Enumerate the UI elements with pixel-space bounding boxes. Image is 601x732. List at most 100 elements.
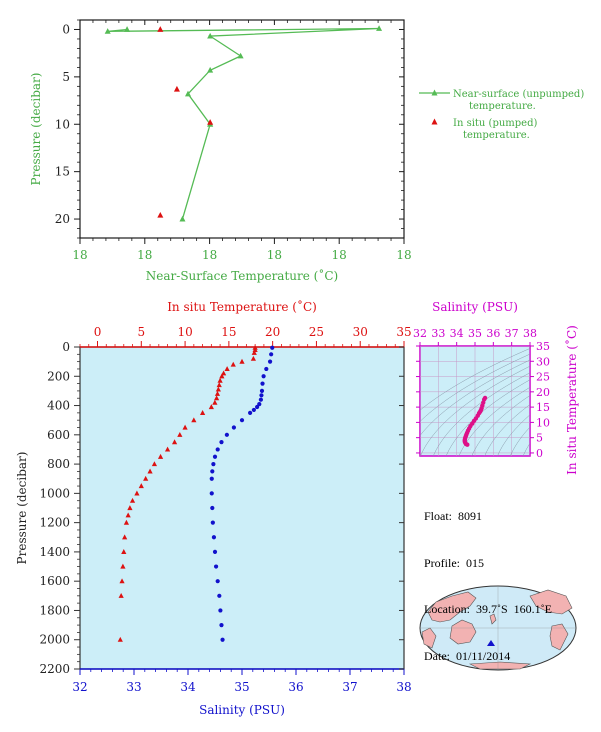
temperature-point	[230, 361, 236, 367]
top-y-tick-label: 10	[55, 117, 70, 131]
temperature-tick-label: 25	[309, 325, 324, 339]
temperature-point	[214, 395, 220, 401]
float-location-marker	[487, 640, 495, 646]
ts-density-contour	[497, 414, 530, 456]
salinity-tick-label: 38	[396, 680, 411, 694]
salinity-point	[209, 491, 214, 496]
land-south-america	[549, 623, 569, 651]
ts-series	[462, 395, 488, 447]
salinity-point	[270, 345, 275, 350]
ts-density-contour	[420, 365, 530, 456]
temperature-tick-label: 5	[137, 325, 145, 339]
ts-salinity-tick-label: 36	[486, 327, 500, 340]
location-label: Location:	[424, 602, 470, 616]
ts-salinity-label: Salinity (PSU)	[432, 300, 518, 314]
float-row: Float: 8091	[424, 509, 552, 525]
temperature-ticks: 0 5 10 15 20 25 30 35	[79, 325, 412, 347]
salinity-point	[211, 461, 216, 467]
temperature-point	[171, 439, 178, 445]
pressure-tick-label: 200	[47, 369, 70, 383]
temperature-point	[224, 366, 230, 372]
salinity-point	[212, 549, 218, 555]
date-value: 01/11/2014	[456, 648, 511, 663]
temperature-point	[134, 490, 140, 496]
top-legend: Near-surface (unpumped) temperature. In …	[419, 89, 584, 141]
ts-density-contour	[420, 353, 530, 422]
temperature-point	[127, 505, 133, 511]
top-x-tick-label: 18	[137, 248, 152, 262]
map-land	[421, 589, 573, 670]
ts-density-contour	[420, 359, 530, 437]
in-situ-point	[173, 85, 180, 92]
salinity-point	[215, 579, 220, 584]
land-new-zealand	[489, 613, 497, 625]
ts-diagram: 32 33 34 35 36 37 38 0 5 10 15 20 25 30 35 Salinity (P…	[413, 300, 579, 475]
salinity-point	[211, 535, 217, 540]
temperature-point	[147, 468, 153, 474]
salinity-point	[251, 407, 256, 413]
pressure-tick-label: 400	[47, 399, 70, 413]
salinity-point	[264, 366, 269, 372]
near-surface-point	[237, 52, 244, 59]
temperature-tick-label: 20	[265, 325, 280, 339]
salinity-point	[212, 454, 218, 459]
salinity-point	[218, 608, 223, 613]
top-x-tick-label: 18	[72, 248, 87, 262]
profile-series	[117, 344, 275, 642]
land-north-america	[529, 589, 573, 615]
temperature-point	[123, 519, 130, 525]
ts-ticks: 32 33 34 35 36 37 38 0 5 10 15 20 25 30 35	[413, 327, 550, 460]
temperature-point	[191, 417, 197, 423]
ts-density-contour	[458, 386, 530, 456]
pressure-tick-label: 1000	[39, 486, 70, 500]
salinity-point	[231, 425, 236, 430]
location-row: Location: 39.7˚S 160.1˚E	[424, 602, 552, 618]
top-x-tick-label: 18	[396, 248, 411, 262]
temperature-tick-label: 35	[396, 325, 411, 339]
salinity-tick-label: 34	[180, 680, 196, 694]
near-surface-temperature-chart: 18 18 18 18 18 18 0 5 10 15 20 Near-Surface Tempe…	[29, 19, 584, 283]
in-situ-point	[207, 119, 214, 125]
pressure-tick-label: 1400	[39, 545, 70, 559]
location-value: 39.7˚S 160.1˚E	[475, 602, 552, 616]
salinity-point	[219, 622, 224, 628]
temperature-point	[217, 377, 223, 383]
legend-marker-in-situ	[431, 118, 438, 125]
top-series	[104, 25, 383, 222]
pressure-tick-label: 600	[47, 428, 70, 442]
salinity-point	[259, 393, 264, 398]
temperature-point	[119, 578, 125, 584]
salinity-point	[248, 410, 253, 415]
legend-label-near-surface-line1: Near-surface (unpumped)	[453, 89, 584, 100]
temperature-point	[221, 370, 227, 376]
profile-label: Profile:	[424, 555, 460, 570]
world-map	[419, 585, 577, 671]
temperature-tick-label: 15	[221, 325, 236, 339]
temperature-point	[252, 347, 258, 353]
near-surface-point	[185, 90, 191, 97]
temperature-point	[164, 446, 171, 452]
salinity-point	[239, 418, 245, 423]
near-surface-point	[207, 66, 214, 73]
salinity-point	[258, 397, 263, 402]
salinity-point	[217, 593, 222, 598]
float-info-block: Float: 8091 Profile: 015 Location: 39.7˚…	[424, 478, 552, 680]
top-y-tick-label: 5	[62, 70, 70, 84]
salinity-point	[255, 404, 260, 410]
ts-temperature-label: In situ Temperature (˚C)	[564, 325, 579, 475]
temperature-point	[121, 549, 127, 554]
salinity-point	[219, 440, 224, 445]
temperature-tick-label: 30	[353, 325, 368, 339]
salinity-point	[210, 505, 215, 511]
top-plot-frame	[79, 19, 405, 239]
ts-density-contour	[471, 395, 530, 456]
legend-label-in-situ-line2: temperature.	[463, 130, 530, 141]
ts-temperature-tick-label: 5	[536, 432, 543, 445]
ts-density-contour	[484, 404, 530, 456]
near-surface-point	[376, 25, 383, 31]
top-y-ticks: 0 5 10 15 20	[55, 19, 404, 239]
legend-label-near-surface-line2: temperature.	[469, 101, 536, 112]
ts-density-contour	[445, 379, 530, 456]
legend-marker-near-surface	[431, 89, 438, 96]
temperature-point	[182, 424, 188, 430]
